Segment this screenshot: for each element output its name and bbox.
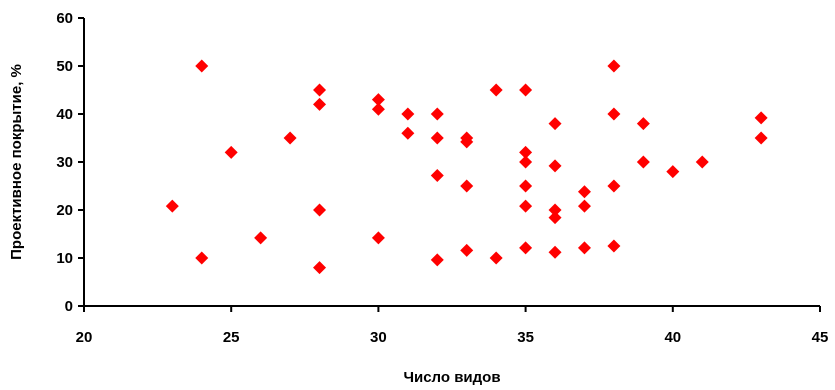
data-point <box>548 211 562 225</box>
x-tick-label: 30 <box>370 329 387 346</box>
data-point <box>430 253 444 267</box>
data-point <box>577 185 591 199</box>
data-point <box>577 241 591 255</box>
x-tick-label: 40 <box>664 329 681 346</box>
y-tick-label: 60 <box>56 10 73 27</box>
data-point <box>519 155 533 169</box>
data-point <box>754 131 768 145</box>
data-point <box>607 59 621 73</box>
data-point <box>283 131 297 145</box>
data-point <box>489 251 503 265</box>
x-tick-label: 35 <box>517 329 534 346</box>
data-point <box>695 155 709 169</box>
data-point <box>519 83 533 97</box>
y-tick-label: 20 <box>56 202 73 219</box>
data-point <box>636 117 650 131</box>
data-point <box>754 111 768 125</box>
data-point <box>636 155 650 169</box>
data-point <box>313 261 327 275</box>
y-tick-label: 10 <box>56 250 73 267</box>
x-tick-label: 45 <box>812 329 829 346</box>
data-point <box>195 251 209 265</box>
data-point <box>548 159 562 173</box>
data-point <box>607 107 621 121</box>
data-point <box>401 126 415 140</box>
data-point <box>313 83 327 97</box>
data-point <box>607 179 621 193</box>
x-tick-label: 25 <box>223 329 240 346</box>
data-point <box>460 179 474 193</box>
data-point <box>224 145 238 159</box>
axis-ticks: 20 25 30 35 40 45 0 10 20 30 40 50 60 <box>56 10 828 346</box>
x-tick-label: 20 <box>76 329 93 346</box>
data-point <box>371 93 385 107</box>
data-point <box>519 179 533 193</box>
data-point <box>254 231 268 245</box>
y-tick-label: 30 <box>56 154 73 171</box>
data-point <box>607 239 621 253</box>
data-point <box>519 199 533 213</box>
data-point <box>489 83 503 97</box>
y-tick-label: 0 <box>65 298 73 315</box>
y-axis-title-group: Проективное покрытие, % <box>8 64 25 260</box>
data-point <box>519 241 533 255</box>
data-point <box>666 165 680 179</box>
data-point <box>460 135 474 149</box>
data-points <box>165 59 768 275</box>
data-point <box>195 59 209 73</box>
x-axis-title: Число видов <box>403 369 500 386</box>
y-tick-label: 50 <box>56 58 73 75</box>
data-point <box>430 107 444 121</box>
data-point <box>165 199 179 213</box>
data-point <box>371 102 385 116</box>
data-point <box>460 243 474 257</box>
data-point <box>430 168 444 182</box>
data-point <box>313 97 327 111</box>
data-point <box>313 203 327 217</box>
data-point <box>577 199 591 213</box>
data-point <box>548 203 562 217</box>
data-point <box>401 107 415 121</box>
y-tick-label: 40 <box>56 106 73 123</box>
data-point <box>548 245 562 259</box>
data-point <box>430 131 444 145</box>
data-point <box>371 231 385 245</box>
y-axis-title: Проективное покрытие, % <box>8 64 25 260</box>
data-point <box>548 117 562 131</box>
data-point <box>519 145 533 159</box>
